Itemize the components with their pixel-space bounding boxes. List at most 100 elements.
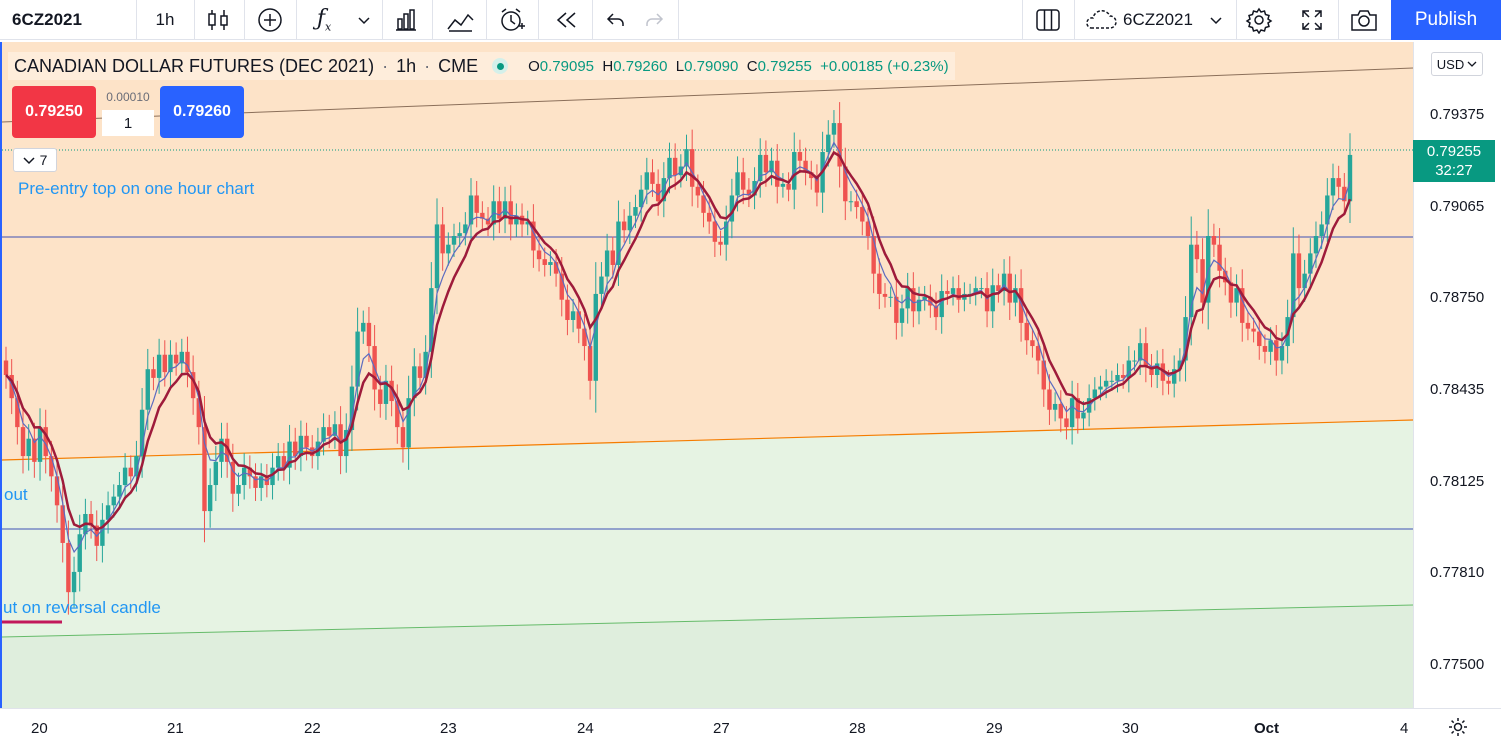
candle-body [355, 331, 360, 387]
candle-body [1257, 331, 1262, 347]
middle-trendline [1, 419, 1414, 461]
candle-body [451, 236, 457, 245]
candle-body [695, 186, 701, 196]
candle-body [1251, 328, 1256, 332]
layout-button[interactable] [1030, 0, 1066, 40]
candle-body [638, 189, 644, 208]
chart-area[interactable] [0, 40, 1501, 745]
candle-body [1325, 195, 1330, 225]
candle-body [1342, 186, 1347, 202]
buy-price: 0.79260 [173, 103, 231, 120]
candle-body [26, 438, 31, 457]
compare-button[interactable] [252, 0, 288, 40]
candle-body [865, 221, 871, 237]
bar-countdown: 32:27 [1435, 162, 1473, 179]
indicators-toggle[interactable]: 7 [13, 148, 57, 172]
chart-type-button[interactable] [200, 0, 236, 40]
candle-body [599, 276, 604, 294]
candle-body [1234, 288, 1239, 303]
candle-body [746, 189, 752, 196]
market-status-icon[interactable] [492, 58, 509, 74]
sell-button[interactable]: 0.79250 [12, 86, 96, 138]
candle-body [1103, 380, 1109, 387]
currency-label: USD [1436, 56, 1465, 72]
snapshot-button[interactable] [1346, 0, 1382, 40]
candle-body [463, 224, 468, 234]
candle-body [1149, 366, 1154, 375]
price-chart[interactable] [0, 40, 1501, 745]
candle-body [803, 160, 808, 173]
note-reversal[interactable]: ut on reversal candle [3, 598, 161, 617]
indicators-button[interactable]: ƒx [304, 0, 344, 40]
price-label: 0.78435 [1430, 381, 1485, 398]
candle-body [423, 351, 428, 378]
candle-body [854, 201, 859, 208]
quantity-input[interactable]: 1 [102, 110, 154, 136]
interval-button[interactable]: 1h [140, 0, 190, 40]
alert-button[interactable] [494, 0, 530, 40]
candle-body [1098, 386, 1103, 390]
toolbar-divider [538, 0, 539, 40]
candle-body [627, 215, 632, 231]
candle-body [241, 467, 247, 486]
bottom-zone [2, 605, 1413, 708]
chart-legend[interactable]: CANADIAN DOLLAR FUTURES (DEC 2021) · 1h … [8, 52, 955, 80]
candle-body [843, 166, 848, 202]
candle-body [1177, 360, 1183, 370]
fullscreen-button[interactable] [1294, 0, 1330, 40]
candle-body [429, 288, 434, 352]
candle-body [950, 288, 956, 294]
candle-body [928, 296, 933, 306]
publish-button[interactable]: Publish [1391, 0, 1501, 40]
financials-button[interactable] [388, 0, 424, 40]
candle-body [1274, 340, 1279, 361]
candle-body [32, 438, 37, 462]
candle-body [565, 299, 570, 320]
bar-chart-icon [396, 9, 416, 31]
note-out[interactable]: out [4, 485, 28, 504]
toolbar-divider [432, 0, 433, 40]
candle-body [729, 195, 735, 222]
candle-body [542, 259, 547, 265]
toolbar-divider [382, 0, 383, 40]
redo-button[interactable] [638, 0, 670, 40]
chevron-down-icon [358, 17, 370, 25]
undo-button[interactable] [600, 0, 632, 40]
candle-body [202, 427, 207, 512]
currency-selector[interactable]: USD [1431, 52, 1483, 76]
indicators-dropdown[interactable] [350, 0, 378, 40]
toolbar-divider [486, 0, 487, 40]
open-value: 0.79095 [539, 57, 595, 75]
candle-body [559, 273, 564, 300]
candle-body [984, 288, 990, 312]
candle-body [1228, 282, 1234, 303]
templates-button[interactable] [440, 0, 480, 40]
save-layout-button[interactable]: 6CZ2021 [1082, 0, 1232, 40]
candle-body [162, 354, 167, 373]
candle-body [553, 262, 559, 274]
axis-settings-button[interactable] [1447, 716, 1469, 743]
time-label: 29 [986, 720, 1003, 737]
replay-button[interactable] [546, 0, 586, 40]
candle-body [1172, 369, 1177, 384]
symbol-search[interactable]: 6CZ2021 [12, 0, 107, 40]
buy-button[interactable]: 0.79260 [160, 86, 244, 138]
note-pre-entry[interactable]: Pre-entry top on one hour chart [18, 179, 255, 198]
candle-body [1064, 418, 1069, 428]
candle-body [780, 183, 786, 187]
gear-icon [1449, 718, 1467, 736]
candle-body [1115, 375, 1120, 381]
candle-body [644, 172, 650, 190]
candle-body [655, 183, 661, 202]
candle-body [49, 456, 54, 477]
candle-body [77, 534, 82, 572]
toolbar-divider [136, 0, 137, 40]
settings-button[interactable] [1242, 0, 1276, 40]
candle-body [179, 351, 184, 364]
candle-body [718, 241, 723, 245]
candle-body [1137, 343, 1143, 361]
gear-icon [1245, 7, 1273, 34]
candle-body [871, 236, 876, 274]
candle-body [1194, 244, 1200, 260]
candle-body [134, 456, 139, 477]
